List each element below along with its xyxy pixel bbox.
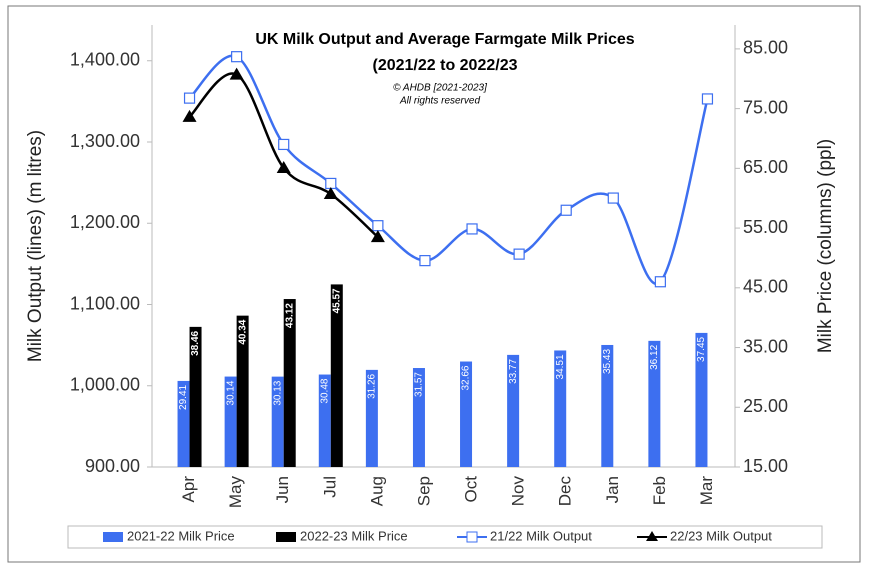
y-tick-label: 1,200.00 bbox=[70, 212, 140, 232]
chart-frame bbox=[7, 5, 861, 563]
legend-label: 22/23 Milk Output bbox=[670, 528, 772, 543]
y-tick-label: 900.00 bbox=[85, 456, 140, 476]
y-axis-title: Milk Output (lines) (m litres) bbox=[25, 130, 46, 362]
line bbox=[188, 72, 379, 238]
chart-title: UK Milk Output and Average Farmgate Milk… bbox=[255, 31, 634, 48]
y-tick-label: 1,400.00 bbox=[70, 50, 140, 70]
marker bbox=[323, 187, 338, 199]
marker bbox=[278, 138, 290, 151]
bar bbox=[283, 299, 296, 467]
y2-axis-title: Milk Price (columns) (ppl) bbox=[815, 139, 836, 353]
data-label: 36.12 bbox=[649, 344, 660, 369]
marker bbox=[466, 223, 478, 235]
bar bbox=[224, 376, 237, 467]
marker bbox=[183, 92, 196, 104]
x-tick-label: Oct bbox=[462, 476, 481, 503]
data-label: 37.45 bbox=[696, 336, 707, 361]
x-tick-label: Sep bbox=[414, 476, 433, 506]
bar bbox=[648, 340, 661, 467]
marker bbox=[654, 276, 666, 288]
bar bbox=[412, 368, 425, 467]
marker bbox=[325, 177, 337, 190]
data-label: 32.66 bbox=[461, 365, 472, 390]
bar bbox=[601, 344, 614, 467]
bar bbox=[177, 380, 190, 467]
x-tick-label: Jun bbox=[273, 476, 292, 503]
y2-tick-label: 75.00 bbox=[743, 97, 788, 117]
y2-tick-label: 35.00 bbox=[743, 336, 788, 356]
marker bbox=[182, 109, 197, 122]
legend-label: 2022-23 Milk Price bbox=[300, 528, 408, 543]
y2-tick-label: 25.00 bbox=[743, 396, 788, 416]
legend bbox=[67, 525, 823, 549]
y2-tick-label: 55.00 bbox=[743, 217, 788, 237]
x-tick-label: Aug bbox=[367, 476, 386, 506]
data-label: 31.26 bbox=[367, 373, 378, 398]
marker bbox=[419, 255, 431, 267]
bar bbox=[695, 332, 708, 467]
chart-title: (2021/22 to 2022/23 bbox=[373, 57, 518, 74]
x-tick-label: Apr bbox=[179, 476, 198, 503]
data-label: 30.14 bbox=[225, 380, 236, 405]
annotation: All rights reserved bbox=[399, 96, 480, 107]
y2-tick-label: 85.00 bbox=[743, 38, 788, 58]
data-label: 34.51 bbox=[555, 354, 566, 379]
y2-tick-label: 15.00 bbox=[743, 456, 788, 476]
marker bbox=[276, 161, 291, 173]
y-tick-label: 1,300.00 bbox=[70, 131, 140, 151]
marker bbox=[229, 67, 244, 80]
data-label: 45.57 bbox=[331, 288, 342, 313]
bar bbox=[236, 315, 249, 467]
legend-swatch bbox=[276, 532, 296, 542]
x-tick-label: Feb bbox=[650, 476, 669, 505]
marker bbox=[231, 51, 243, 63]
data-label: 40.34 bbox=[237, 319, 248, 344]
y-tick-label: 1,000.00 bbox=[70, 375, 140, 395]
bar bbox=[330, 284, 343, 467]
legend-swatch bbox=[646, 531, 658, 541]
x-tick-label: May bbox=[226, 476, 245, 509]
marker bbox=[370, 230, 385, 243]
x-tick-label: Jan bbox=[603, 476, 622, 503]
bar bbox=[271, 376, 284, 467]
marker bbox=[513, 248, 525, 260]
marker bbox=[560, 204, 572, 216]
data-label: 38.46 bbox=[190, 330, 201, 355]
legend-label: 2021-22 Milk Price bbox=[127, 528, 235, 543]
data-label: 29.41 bbox=[178, 384, 189, 409]
x-tick-label: Dec bbox=[556, 476, 575, 507]
data-label: 33.77 bbox=[508, 358, 519, 383]
marker bbox=[607, 192, 619, 204]
x-tick-label: Mar bbox=[697, 476, 716, 506]
annotation: © AHDB [2021-2023] bbox=[393, 83, 487, 94]
y-tick-label: 1,100.00 bbox=[70, 293, 140, 313]
y2-tick-label: 65.00 bbox=[743, 157, 788, 177]
data-label: 31.57 bbox=[414, 372, 425, 397]
bar bbox=[554, 350, 567, 467]
data-label: 30.48 bbox=[319, 378, 330, 403]
data-label: 43.12 bbox=[284, 303, 295, 328]
legend-swatch bbox=[466, 531, 478, 543]
data-label: 30.13 bbox=[272, 380, 283, 405]
bar bbox=[365, 369, 378, 467]
marker bbox=[372, 220, 384, 232]
y2-tick-label: 45.00 bbox=[743, 277, 788, 297]
bar bbox=[507, 354, 520, 467]
bar bbox=[189, 326, 202, 467]
x-tick-label: Jul bbox=[320, 476, 339, 498]
legend-swatch bbox=[103, 532, 123, 542]
marker bbox=[701, 93, 714, 105]
bar bbox=[318, 374, 331, 467]
data-label: 35.43 bbox=[602, 349, 613, 374]
bar bbox=[460, 361, 473, 467]
legend-label: 21/22 Milk Output bbox=[490, 528, 592, 543]
x-tick-label: Nov bbox=[509, 476, 528, 507]
